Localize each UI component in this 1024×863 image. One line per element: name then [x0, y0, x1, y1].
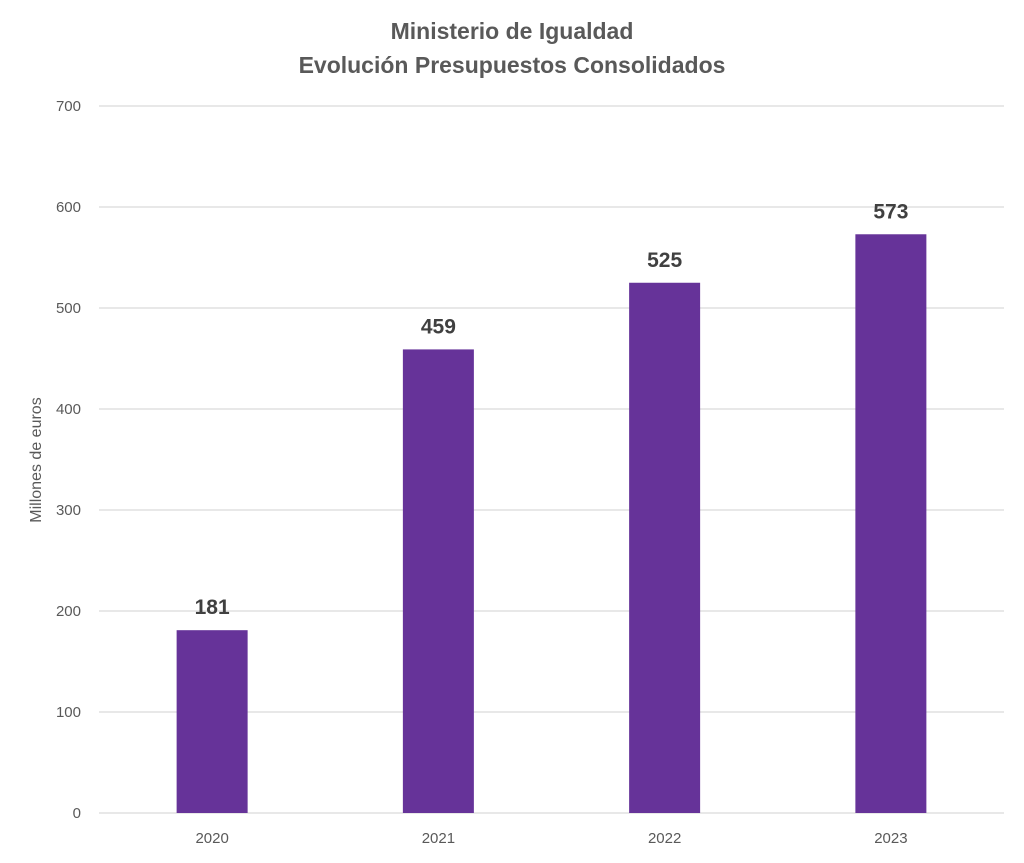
data-label: 525: [647, 249, 682, 272]
x-tick-label: 2020: [195, 830, 228, 847]
x-axis-ticks: 2020 2021 2022 2023: [195, 830, 907, 847]
y-tick-label: 400: [56, 401, 81, 418]
y-tick-label: 300: [56, 502, 81, 519]
data-labels: 181 459 525 573: [195, 200, 909, 619]
bar: [629, 282, 701, 813]
y-axis-ticks: 0 100 200 300 400 500 600 700: [56, 98, 81, 822]
y-tick-label: 700: [56, 98, 81, 115]
y-tick-label: 0: [73, 805, 81, 822]
y-tick-label: 100: [56, 704, 81, 721]
chart-subtitle: Evolución Presupuestos Consolidados: [299, 52, 726, 78]
data-label: 573: [873, 200, 908, 223]
bar: [176, 630, 248, 813]
data-label: 181: [195, 596, 230, 619]
data-label: 459: [421, 315, 456, 338]
y-tick-label: 600: [56, 199, 81, 216]
bars: [176, 234, 927, 813]
y-axis-label: Millones de euros: [28, 397, 45, 522]
y-tick-label: 200: [56, 603, 81, 620]
x-tick-label: 2022: [648, 830, 681, 847]
x-tick-label: 2021: [422, 830, 455, 847]
chart-title: Ministerio de Igualdad: [391, 18, 634, 44]
bar: [855, 234, 927, 813]
gridlines: [99, 105, 1004, 814]
y-tick-label: 500: [56, 300, 81, 317]
bar: [402, 349, 474, 813]
x-tick-label: 2023: [874, 830, 907, 847]
